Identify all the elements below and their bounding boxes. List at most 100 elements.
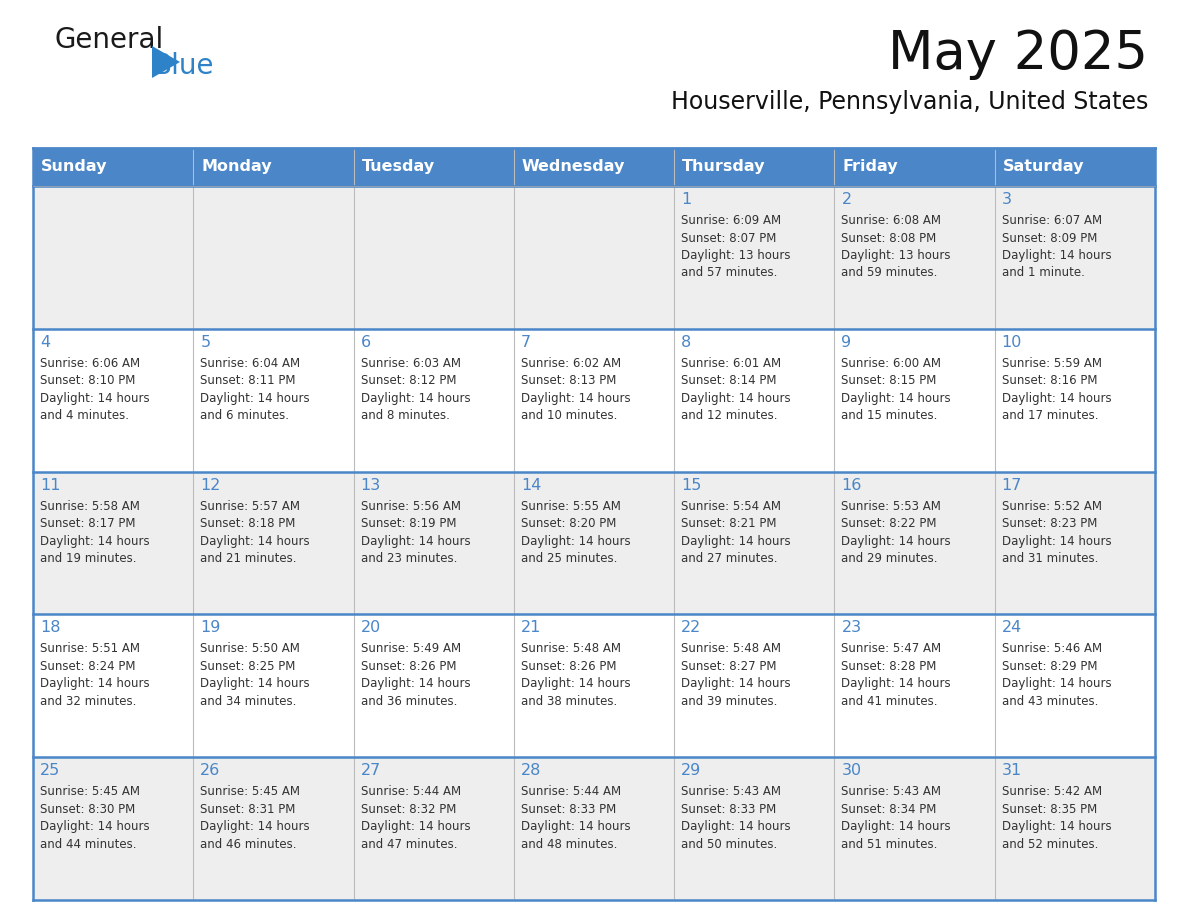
Text: 12: 12 bbox=[201, 477, 221, 493]
Text: Sunset: 8:15 PM: Sunset: 8:15 PM bbox=[841, 375, 937, 387]
Text: Daylight: 14 hours: Daylight: 14 hours bbox=[361, 677, 470, 690]
Text: 20: 20 bbox=[361, 621, 381, 635]
Text: and 17 minutes.: and 17 minutes. bbox=[1001, 409, 1098, 422]
Text: Sunrise: 5:59 AM: Sunrise: 5:59 AM bbox=[1001, 357, 1101, 370]
Text: Sunset: 8:12 PM: Sunset: 8:12 PM bbox=[361, 375, 456, 387]
Bar bbox=[514, 148, 674, 186]
Text: 3: 3 bbox=[1001, 192, 1012, 207]
Text: Sunrise: 5:44 AM: Sunrise: 5:44 AM bbox=[520, 785, 621, 798]
Bar bbox=[994, 614, 1155, 757]
Text: Daylight: 14 hours: Daylight: 14 hours bbox=[841, 677, 952, 690]
Text: 10: 10 bbox=[1001, 335, 1022, 350]
Text: Daylight: 14 hours: Daylight: 14 hours bbox=[201, 534, 310, 548]
Text: Daylight: 14 hours: Daylight: 14 hours bbox=[1001, 392, 1111, 405]
Bar bbox=[834, 148, 994, 186]
Bar bbox=[994, 148, 1155, 186]
Text: and 43 minutes.: and 43 minutes. bbox=[1001, 695, 1098, 708]
Text: Sunset: 8:29 PM: Sunset: 8:29 PM bbox=[1001, 660, 1098, 673]
Text: and 15 minutes.: and 15 minutes. bbox=[841, 409, 937, 422]
Text: Daylight: 13 hours: Daylight: 13 hours bbox=[841, 249, 950, 262]
Text: 25: 25 bbox=[40, 763, 61, 778]
Text: Sunset: 8:07 PM: Sunset: 8:07 PM bbox=[681, 231, 777, 244]
Bar bbox=[674, 148, 834, 186]
Text: and 29 minutes.: and 29 minutes. bbox=[841, 552, 939, 565]
Bar bbox=[834, 757, 994, 900]
Bar bbox=[674, 329, 834, 472]
Text: 30: 30 bbox=[841, 763, 861, 778]
Text: 23: 23 bbox=[841, 621, 861, 635]
Bar bbox=[194, 148, 354, 186]
Text: and 50 minutes.: and 50 minutes. bbox=[681, 838, 777, 851]
Bar bbox=[194, 186, 354, 329]
Text: Sunset: 8:18 PM: Sunset: 8:18 PM bbox=[201, 517, 296, 530]
Text: 24: 24 bbox=[1001, 621, 1022, 635]
Text: Sunday: Sunday bbox=[42, 160, 107, 174]
Text: Sunset: 8:11 PM: Sunset: 8:11 PM bbox=[201, 375, 296, 387]
Text: Friday: Friday bbox=[842, 160, 898, 174]
Text: 1: 1 bbox=[681, 192, 691, 207]
Text: 11: 11 bbox=[40, 477, 61, 493]
Bar bbox=[194, 472, 354, 614]
Bar bbox=[674, 614, 834, 757]
Bar bbox=[514, 186, 674, 329]
Text: Daylight: 14 hours: Daylight: 14 hours bbox=[841, 392, 952, 405]
Text: Sunrise: 5:44 AM: Sunrise: 5:44 AM bbox=[361, 785, 461, 798]
Text: Sunrise: 5:56 AM: Sunrise: 5:56 AM bbox=[361, 499, 461, 512]
Bar bbox=[994, 472, 1155, 614]
Text: 19: 19 bbox=[201, 621, 221, 635]
Text: Daylight: 14 hours: Daylight: 14 hours bbox=[40, 392, 150, 405]
Text: Sunrise: 6:07 AM: Sunrise: 6:07 AM bbox=[1001, 214, 1101, 227]
Bar bbox=[194, 757, 354, 900]
Text: 21: 21 bbox=[520, 621, 542, 635]
Text: Daylight: 14 hours: Daylight: 14 hours bbox=[361, 820, 470, 834]
Text: Sunrise: 6:03 AM: Sunrise: 6:03 AM bbox=[361, 357, 461, 370]
Text: Daylight: 14 hours: Daylight: 14 hours bbox=[681, 677, 791, 690]
Text: and 32 minutes.: and 32 minutes. bbox=[40, 695, 137, 708]
Bar bbox=[33, 472, 194, 614]
Text: Sunrise: 6:01 AM: Sunrise: 6:01 AM bbox=[681, 357, 782, 370]
Text: and 21 minutes.: and 21 minutes. bbox=[201, 552, 297, 565]
Text: Sunrise: 6:06 AM: Sunrise: 6:06 AM bbox=[40, 357, 140, 370]
Text: and 36 minutes.: and 36 minutes. bbox=[361, 695, 457, 708]
Bar bbox=[354, 757, 514, 900]
Text: May 2025: May 2025 bbox=[887, 28, 1148, 80]
Text: 15: 15 bbox=[681, 477, 702, 493]
Text: and 38 minutes.: and 38 minutes. bbox=[520, 695, 617, 708]
Polygon shape bbox=[152, 46, 181, 78]
Text: and 19 minutes.: and 19 minutes. bbox=[40, 552, 137, 565]
Text: Sunset: 8:20 PM: Sunset: 8:20 PM bbox=[520, 517, 617, 530]
Text: 28: 28 bbox=[520, 763, 542, 778]
Bar bbox=[354, 472, 514, 614]
Bar bbox=[33, 614, 194, 757]
Text: and 6 minutes.: and 6 minutes. bbox=[201, 409, 290, 422]
Text: Sunrise: 5:47 AM: Sunrise: 5:47 AM bbox=[841, 643, 942, 655]
Text: Daylight: 14 hours: Daylight: 14 hours bbox=[361, 392, 470, 405]
Text: and 4 minutes.: and 4 minutes. bbox=[40, 409, 129, 422]
Text: Sunrise: 5:55 AM: Sunrise: 5:55 AM bbox=[520, 499, 621, 512]
Bar bbox=[834, 614, 994, 757]
Text: Sunset: 8:25 PM: Sunset: 8:25 PM bbox=[201, 660, 296, 673]
Text: Sunrise: 5:52 AM: Sunrise: 5:52 AM bbox=[1001, 499, 1101, 512]
Text: and 39 minutes.: and 39 minutes. bbox=[681, 695, 777, 708]
Bar bbox=[994, 757, 1155, 900]
Text: Sunrise: 5:50 AM: Sunrise: 5:50 AM bbox=[201, 643, 301, 655]
Text: Sunrise: 6:08 AM: Sunrise: 6:08 AM bbox=[841, 214, 941, 227]
Text: Daylight: 14 hours: Daylight: 14 hours bbox=[681, 534, 791, 548]
Bar bbox=[674, 757, 834, 900]
Text: Daylight: 14 hours: Daylight: 14 hours bbox=[201, 820, 310, 834]
Text: Sunrise: 5:53 AM: Sunrise: 5:53 AM bbox=[841, 499, 941, 512]
Text: 29: 29 bbox=[681, 763, 701, 778]
Text: 5: 5 bbox=[201, 335, 210, 350]
Text: Sunset: 8:27 PM: Sunset: 8:27 PM bbox=[681, 660, 777, 673]
Text: Sunrise: 5:57 AM: Sunrise: 5:57 AM bbox=[201, 499, 301, 512]
Text: Sunset: 8:24 PM: Sunset: 8:24 PM bbox=[40, 660, 135, 673]
Text: Sunrise: 5:43 AM: Sunrise: 5:43 AM bbox=[681, 785, 782, 798]
Bar bbox=[514, 757, 674, 900]
Text: Sunset: 8:10 PM: Sunset: 8:10 PM bbox=[40, 375, 135, 387]
Text: Daylight: 14 hours: Daylight: 14 hours bbox=[520, 677, 631, 690]
Text: 14: 14 bbox=[520, 477, 542, 493]
Text: Tuesday: Tuesday bbox=[361, 160, 435, 174]
Text: Sunrise: 5:49 AM: Sunrise: 5:49 AM bbox=[361, 643, 461, 655]
Text: and 59 minutes.: and 59 minutes. bbox=[841, 266, 937, 279]
Text: and 48 minutes.: and 48 minutes. bbox=[520, 838, 618, 851]
